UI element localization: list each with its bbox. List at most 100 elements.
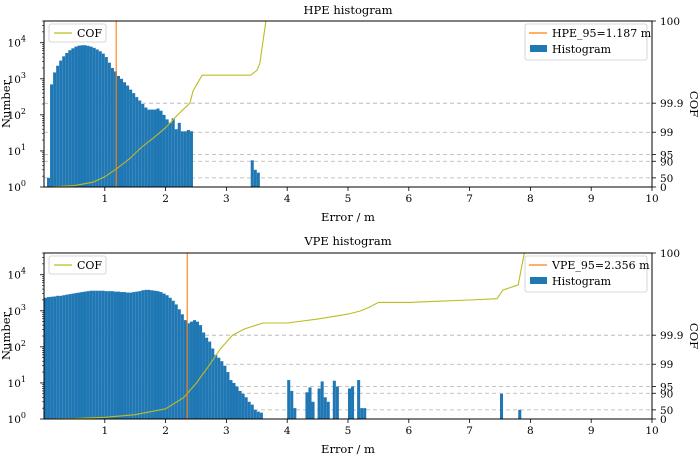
vpe-cof-tick-label: 90 <box>660 388 673 400</box>
vpe-histogram-bar <box>120 292 124 419</box>
vpe-y-tick-label: 100 <box>8 411 26 426</box>
hpe-cof-tick-label: 90 <box>660 156 673 168</box>
vpe-histogram-bar <box>95 290 99 419</box>
vpe-histogram-bar <box>156 291 160 419</box>
vpe-histogram-bar <box>220 361 224 419</box>
hpe-histogram-bar <box>183 131 187 187</box>
hpe-histogram-bar <box>168 122 172 187</box>
vpe-histogram-bar <box>189 321 193 419</box>
hpe-cof-tick-label: 99.9 <box>660 98 683 110</box>
vpe-histogram-bar <box>141 290 145 419</box>
vpe-x-label: Error / m <box>321 442 375 456</box>
hpe-cof-tick-label: 99 <box>660 127 673 139</box>
hpe-histogram-bar <box>47 177 51 187</box>
hpe-cof-curve <box>50 20 267 188</box>
hpe-histogram-bar <box>62 56 66 187</box>
hpe-histogram-bar <box>162 114 166 187</box>
vpe-histogram-bar <box>326 401 330 419</box>
vpe-legend-cof-label: COF <box>77 259 102 272</box>
vpe-histogram-bar <box>351 386 355 419</box>
hpe-legend-percentile-label: HPE_95=1.187 m <box>552 27 652 40</box>
vpe-histogram-bar <box>317 388 321 419</box>
vpe-x-ticks: 1 2 3 4 5 6 7 8 9 10 <box>101 419 659 437</box>
vpe-histogram-bar <box>71 293 75 419</box>
vpe-histogram-bar <box>202 332 206 419</box>
hpe-x-tick-label: 1 <box>101 193 108 205</box>
vpe-histogram-bar <box>83 291 87 419</box>
hpe-histogram-bars <box>47 45 260 188</box>
vpe-histogram-bar <box>138 291 142 419</box>
vpe-histogram-bar <box>50 296 54 419</box>
vpe-x-tick-label: 2 <box>162 425 169 437</box>
hpe-legend-histogram-label: Histogram <box>552 43 612 56</box>
vpe-y-tick-label: 104 <box>8 267 26 282</box>
vpe-histogram-bar <box>44 297 48 419</box>
hpe-x-tick-label: 2 <box>162 193 169 205</box>
hpe-cof-label: COF <box>687 91 700 117</box>
vpe-histogram-bar <box>192 320 196 419</box>
hpe-histogram-bar <box>126 85 130 187</box>
vpe-cof-tick-label: 100 <box>660 248 680 260</box>
hpe-x-label: Error / m <box>321 210 375 224</box>
vpe-histogram-bar <box>86 291 90 419</box>
vpe-histogram-bar <box>238 390 242 419</box>
hpe-histogram-bar <box>101 53 105 187</box>
vpe-legend-right-box <box>524 255 648 293</box>
hpe-title: HPE histogram <box>304 3 393 17</box>
vpe-histogram-bar <box>77 292 81 419</box>
vpe-histogram-bar <box>259 412 263 419</box>
vpe-histogram-bar <box>162 293 166 419</box>
hpe-x-tick-label: 5 <box>345 193 352 205</box>
hpe-cof-tick-label: 100 <box>660 16 680 28</box>
vpe-histogram-bar <box>308 387 312 419</box>
vpe-histogram-bar <box>226 372 230 419</box>
vpe-y-tick-label: 103 <box>8 303 26 318</box>
vpe-histogram-bar <box>320 381 324 419</box>
vpe-histogram-bar <box>253 409 257 419</box>
vpe-histogram-bar <box>180 314 184 419</box>
vpe-y-tick-label: 101 <box>8 375 26 390</box>
vpe-cof-label: COF <box>687 323 700 349</box>
hpe-histogram-bar <box>83 45 87 188</box>
vpe-cof-tick-label: 50 <box>660 405 673 417</box>
vpe-histogram-bar <box>360 408 364 419</box>
vpe-histogram-bar <box>129 292 133 419</box>
hpe-histogram-bar <box>138 100 142 187</box>
vpe-histogram-bar <box>74 293 78 419</box>
vpe-histogram-bars <box>44 289 522 419</box>
vpe-x-tick-label: 9 <box>588 425 595 437</box>
vpe-legend-left: COF <box>48 255 107 275</box>
vpe-histogram-bar <box>101 290 105 419</box>
vpe-histogram-bar <box>107 291 111 419</box>
vpe-histogram-bar <box>305 392 309 419</box>
vpe-histogram-bar <box>196 321 200 419</box>
hpe-histogram-bar <box>141 104 145 187</box>
vpe-histogram-bar <box>168 297 172 419</box>
vpe-histogram-bar <box>89 290 93 419</box>
hpe-histogram-bar <box>159 110 163 187</box>
hpe-x-tick-label: 10 <box>645 193 658 205</box>
vpe-y-label: Number <box>0 311 13 360</box>
hpe-histogram-bar <box>123 82 127 187</box>
vpe-histogram-bar <box>335 386 339 419</box>
hpe-histogram-bar <box>71 48 75 187</box>
vpe-histogram-bar <box>208 341 212 419</box>
vpe-histogram-bar <box>357 380 361 419</box>
hpe-y-tick-label: 103 <box>8 71 26 86</box>
vpe-histogram-bar <box>132 292 136 419</box>
vpe-histogram-bar <box>98 290 102 419</box>
vpe-cof-tick-label: 99 <box>660 359 673 371</box>
hpe-legend-right: HPE_95=1.187 m Histogram <box>524 23 652 61</box>
vpe-histogram-bar <box>311 401 315 419</box>
hpe-histogram-bar <box>77 45 81 187</box>
hpe-x-tick-label: 6 <box>405 193 412 205</box>
hpe-y-ticks: 100 101 102 103 104 <box>8 20 44 194</box>
vpe-histogram-bar <box>113 291 117 419</box>
vpe-title: VPE histogram <box>303 234 391 248</box>
vpe-histogram-bar <box>59 295 63 419</box>
hpe-histogram-bar <box>89 46 93 187</box>
vpe-histogram-bar <box>232 382 236 419</box>
hpe-x-tick-label: 3 <box>223 193 230 205</box>
